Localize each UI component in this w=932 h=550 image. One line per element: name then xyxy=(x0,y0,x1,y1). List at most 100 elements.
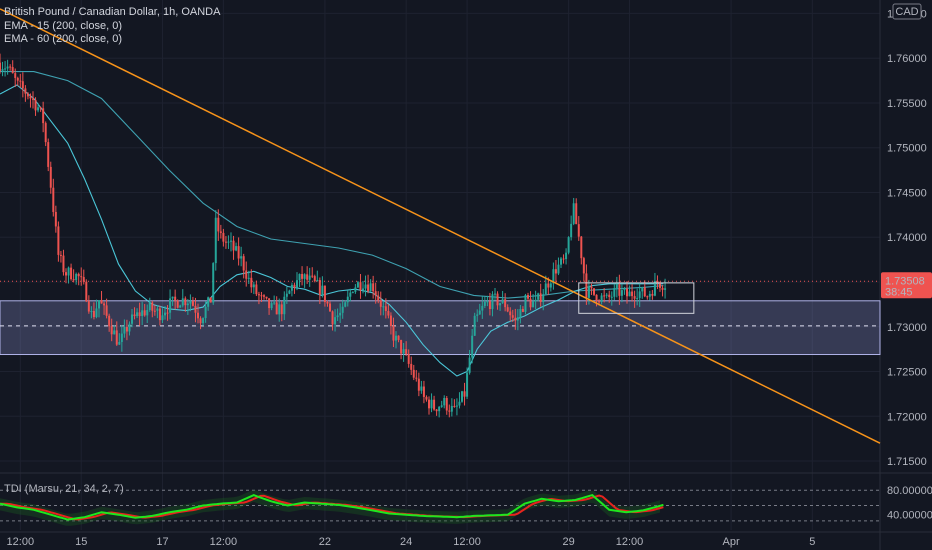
time-tick-label: 12:00 xyxy=(616,536,644,548)
last-price-label xyxy=(881,272,932,299)
candle-body xyxy=(664,288,667,290)
time-tick-label: 22 xyxy=(319,536,331,548)
tdi-legend[interactable]: TDI (Marsu, 21, 34, 2, 7) xyxy=(4,483,124,495)
candle-body xyxy=(247,277,250,279)
candle-body xyxy=(186,303,189,306)
candle-body xyxy=(32,98,34,100)
candle-body xyxy=(341,306,344,313)
candle-body xyxy=(501,299,504,304)
tdi-rsi-line xyxy=(0,493,664,521)
ema-15-line xyxy=(0,84,664,377)
candle-body xyxy=(47,142,50,167)
trendline-layer[interactable] xyxy=(0,8,881,444)
candle-body xyxy=(349,292,352,297)
candle-body xyxy=(306,274,309,280)
candle-body xyxy=(260,295,263,297)
candle-body xyxy=(425,396,428,400)
candle-body xyxy=(224,241,227,243)
candle-body xyxy=(626,288,628,297)
candle-body xyxy=(565,252,568,260)
candle-body xyxy=(567,237,570,253)
ema-60-legend[interactable]: EMA - 60 (200, close, 0) xyxy=(4,33,122,45)
candle-body xyxy=(428,399,430,409)
candle-body xyxy=(582,258,585,274)
candle-body xyxy=(171,296,174,299)
candle-body xyxy=(506,307,509,312)
candle-body xyxy=(24,88,27,94)
candle-body xyxy=(577,224,580,237)
candle-body xyxy=(303,274,306,279)
candle-body xyxy=(473,315,476,336)
candle-body xyxy=(125,326,128,332)
price-tick-label: 1.74000 xyxy=(887,232,927,244)
price-tick-label: 1.75500 xyxy=(887,98,927,110)
consolidation-box-layer[interactable] xyxy=(578,282,695,314)
candle-body xyxy=(313,276,316,282)
candle-body xyxy=(491,294,494,309)
candle-body xyxy=(278,304,281,315)
candle-body xyxy=(463,391,466,397)
candle-body xyxy=(514,317,517,321)
candle-body xyxy=(600,295,603,302)
candle-body xyxy=(610,296,613,298)
candle-body xyxy=(598,301,601,303)
time-axis[interactable]: 12:00 15 17 12:00 22 24 12:00 29 12:00 Apr 5 xyxy=(7,536,816,548)
candle-body xyxy=(537,293,540,300)
candle-body xyxy=(542,294,545,303)
candle-body xyxy=(179,305,182,308)
time-tick-label: Apr xyxy=(723,536,740,548)
candle-body xyxy=(113,330,116,335)
zones-layer xyxy=(0,280,881,356)
last-price-value: 1.73508 xyxy=(885,275,925,287)
candle-body xyxy=(483,301,486,306)
candle-body xyxy=(430,399,433,409)
candle-body xyxy=(146,310,149,316)
candle-body xyxy=(123,326,126,334)
candle-body xyxy=(643,287,646,297)
candle-body xyxy=(321,285,324,295)
candle-body xyxy=(14,73,17,78)
candle-body xyxy=(620,290,623,296)
candle-body xyxy=(293,284,296,288)
candle-body xyxy=(346,296,349,303)
candle-body xyxy=(34,99,37,111)
candle-body xyxy=(70,267,73,280)
currency-badge[interactable] xyxy=(892,3,922,20)
candle-body xyxy=(653,281,656,296)
candle-body xyxy=(153,310,156,312)
tdi-band xyxy=(0,489,660,526)
candle-body xyxy=(539,293,542,303)
candle-body xyxy=(648,293,651,297)
candle-body xyxy=(557,264,560,274)
candle-body xyxy=(362,288,364,291)
candle-body xyxy=(212,263,215,303)
candle-body xyxy=(82,277,85,282)
candle-body xyxy=(661,287,664,290)
candle-body xyxy=(395,335,397,341)
ema-15-legend[interactable]: EMA - 15 (200, close, 0) xyxy=(4,20,122,32)
candle-body xyxy=(354,287,357,292)
candle-body xyxy=(169,298,172,313)
candle-body xyxy=(323,285,326,302)
candle-body xyxy=(544,283,547,295)
tdi-panel: TDI (Marsu, 21, 34, 2, 7) xyxy=(0,483,880,526)
candle-body xyxy=(80,276,83,278)
tdi-tick-label: 40.00000 xyxy=(887,510,932,522)
time-tick-label: 17 xyxy=(156,536,168,548)
candle-body xyxy=(572,203,575,224)
candle-body xyxy=(339,312,342,316)
candle-body xyxy=(351,291,354,293)
candle-body xyxy=(379,300,382,307)
ema-layer xyxy=(0,71,664,377)
candle-body xyxy=(11,67,14,74)
candle-body xyxy=(280,304,283,315)
candle-body xyxy=(199,318,202,324)
candle-body xyxy=(1,69,4,71)
candle-body xyxy=(331,311,334,325)
candle-body xyxy=(367,284,370,292)
candle-body xyxy=(257,294,260,296)
chart-title[interactable]: British Pound / Canadian Dollar, 1h, OAN… xyxy=(4,6,221,18)
candle-body xyxy=(590,286,593,289)
